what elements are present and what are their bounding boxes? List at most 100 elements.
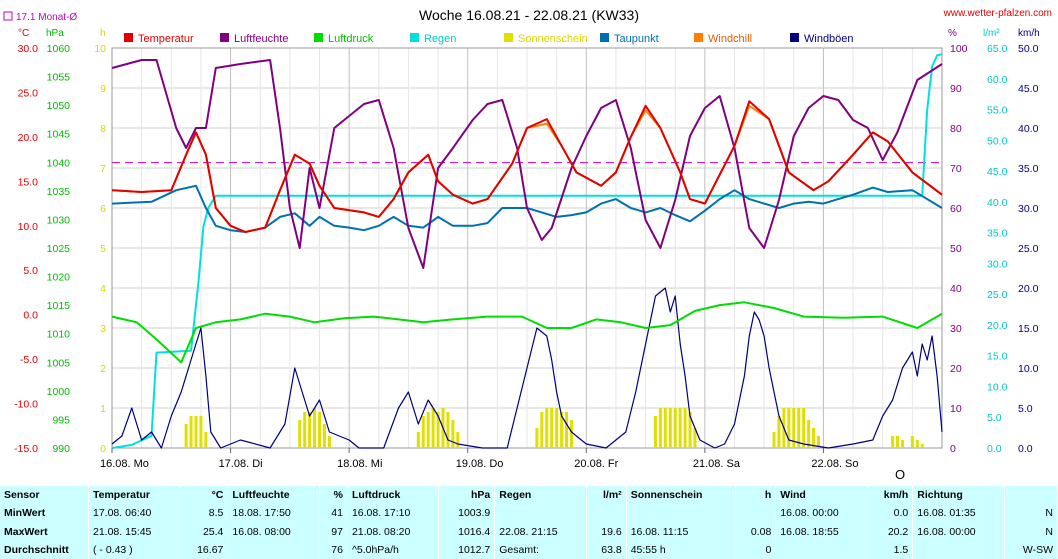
series-line-regen <box>111 53 943 449</box>
axis-tick-sun: 6 <box>100 203 106 215</box>
sunshine-bar <box>569 420 573 448</box>
x-tick-label: 16.08. Mo <box>100 458 149 470</box>
sunshine-bar <box>560 412 564 448</box>
axis-tick-sun: 7 <box>100 163 106 175</box>
stats-cell: 1.5 <box>867 540 914 559</box>
axis-tick-wind: 40.0 <box>1018 123 1039 135</box>
axis-tick-pressure: 1055 <box>47 72 71 84</box>
axis-tick-rain: 30.0 <box>987 258 1008 270</box>
x-tick-label: 19.08. Do <box>456 458 504 470</box>
axis-tick-pressure: 1060 <box>47 43 71 55</box>
axis-tick-rain: 20.0 <box>987 320 1008 332</box>
stats-cell: N <box>1004 522 1058 541</box>
axis-unit-humidity: % <box>948 28 957 39</box>
axis-unit-pressure: hPa <box>46 28 64 39</box>
chart-title: Woche 16.08.21 - 22.08.21 (KW33) <box>419 7 639 23</box>
legend-swatch <box>600 33 609 42</box>
stats-cell: 16.08. 17:10 <box>347 504 440 523</box>
stats-cell: Gesamt: <box>494 540 587 559</box>
stats-row-max: MaxWert 21.08. 15:45 25.4 16.08. 08:00 9… <box>0 522 1058 541</box>
axis-tick-pressure: 1030 <box>47 214 71 226</box>
series-line-luftfeuchte <box>111 59 943 269</box>
axis-tick-wind: 35.0 <box>1018 163 1039 175</box>
axis-tick-temp: 0.0 <box>23 310 38 322</box>
sunshine-bar <box>431 408 435 448</box>
stats-table: Sensor Temperatur °C Luftfeuchte % Luftd… <box>0 486 1058 559</box>
legend: Temperatur Luftfeuchte Luftdruck Regen Sonne… <box>124 33 854 45</box>
sunshine-bar <box>797 408 801 448</box>
stats-header-wind-unit: km/h <box>867 486 914 505</box>
sunshine-bar <box>777 416 781 448</box>
axis-tick-rain: 60.0 <box>987 74 1008 86</box>
axis-tick-rain: 15.0 <box>987 351 1008 363</box>
axis-tick-pressure: 1020 <box>47 272 71 284</box>
sunshine-bar <box>896 436 900 448</box>
stats-header-temp-unit: °C <box>179 486 229 505</box>
stats-header-press-unit: hPa <box>438 486 496 505</box>
stats-header-sensor: Sensor <box>0 486 89 505</box>
stats-cell: 8.5 <box>179 504 229 523</box>
stats-cell: 21.08. 08:20 <box>347 522 440 541</box>
stats-cell: N <box>1004 504 1058 523</box>
axis-tick-temp: -10.0 <box>14 399 38 411</box>
legend-label: Temperatur <box>138 33 194 45</box>
legend-swatch <box>790 33 799 42</box>
sunshine-bar <box>668 408 672 448</box>
stats-header-hum: Luftfeuchte <box>227 486 320 505</box>
sunshine-bar <box>303 412 307 448</box>
axis-tick-sun: 1 <box>100 403 106 415</box>
axis-tick-rain: 55.0 <box>987 105 1008 117</box>
sunshine-bar <box>816 436 820 448</box>
sunshine-bar <box>327 436 331 448</box>
sunshine-bar <box>421 416 425 448</box>
axis-tick-pressure: 1035 <box>47 186 71 198</box>
axis-tick-temp: 10.0 <box>18 221 39 233</box>
axis-tick-rain: 35.0 <box>987 228 1008 240</box>
stats-cell: 0.08 <box>735 522 777 541</box>
sunshine-bar <box>772 432 776 448</box>
axis-tick-rain: 40.0 <box>987 197 1008 209</box>
axis-tick-humidity: 10 <box>950 403 962 415</box>
stats-cell: W-SW <box>1004 540 1058 559</box>
axis-tick-wind: 30.0 <box>1018 203 1039 215</box>
stats-cell: 76 <box>319 540 348 559</box>
stats-cell: 45:55 h <box>626 540 737 559</box>
sunshine-bar <box>298 420 302 448</box>
axis-tick-humidity: 80 <box>950 123 962 135</box>
axis-tick-pressure: 1015 <box>47 300 71 312</box>
axis-tick-pressure: 1045 <box>47 129 71 141</box>
stats-cell: 41 <box>319 504 348 523</box>
sunshine-bar <box>416 432 420 448</box>
sunshine-bar <box>446 412 450 448</box>
sunshine-bar <box>318 412 321 448</box>
sunshine-bar <box>322 424 326 448</box>
stats-header-press: Luftdruck <box>347 486 440 505</box>
stats-cell: 25.4 <box>179 522 229 541</box>
legend-label: Luftdruck <box>328 33 374 45</box>
axis-tick-pressure: 990 <box>52 443 70 455</box>
stats-row-label: MaxWert <box>0 522 89 541</box>
stats-cell: 0.0 <box>867 504 914 523</box>
axis-tick-sun: 3 <box>100 323 106 335</box>
plot-frame <box>111 47 943 449</box>
stats-cell: 16.67 <box>179 540 229 559</box>
website-link[interactable]: www.wetter-pfalzen.com <box>943 8 1052 19</box>
x-tick-label: 21.08. Sa <box>693 458 741 470</box>
legend-label: Taupunkt <box>614 33 659 45</box>
sunshine-bar <box>688 412 692 448</box>
legend-label: Windböen <box>804 33 854 45</box>
axis-tick-wind: 0.0 <box>1018 443 1033 455</box>
axis-tick-wind: 50.0 <box>1018 43 1039 55</box>
legend-label: Regen <box>424 33 456 45</box>
axis-tick-temp: 20.0 <box>18 132 39 144</box>
axis-tick-humidity: 20 <box>950 363 962 375</box>
axis-tick-sun: 4 <box>100 283 106 295</box>
stats-cell: 1016.4 <box>438 522 496 541</box>
stats-header-hum-unit: % <box>319 486 348 505</box>
stats-cell <box>735 504 777 523</box>
stats-header-rain: Regen <box>494 486 587 505</box>
axis-tick-temp: 5.0 <box>23 265 38 277</box>
sunshine-bar <box>436 412 440 448</box>
axis-tick-temp: 30.0 <box>18 43 39 55</box>
stats-cell <box>586 504 627 523</box>
